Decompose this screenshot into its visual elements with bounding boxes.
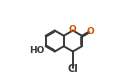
Text: O: O bbox=[69, 25, 77, 34]
Text: Cl: Cl bbox=[68, 64, 78, 74]
Text: O: O bbox=[86, 27, 94, 36]
Text: HO: HO bbox=[30, 46, 45, 55]
